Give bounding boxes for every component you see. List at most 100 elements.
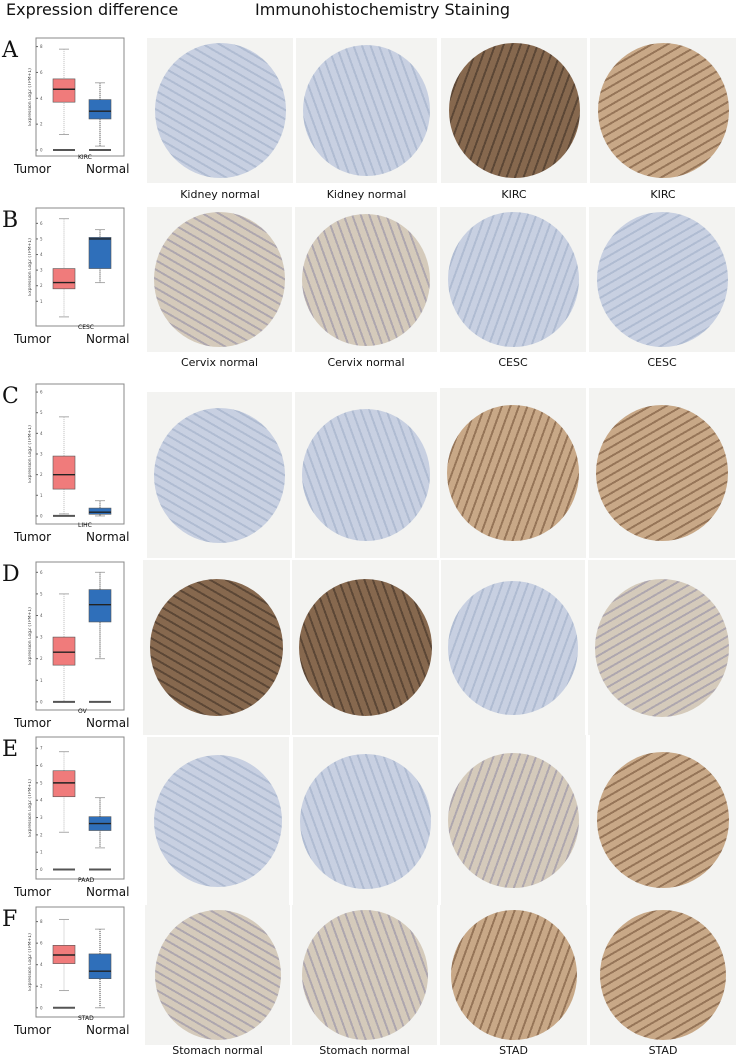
y-tick-label: 4 <box>40 613 43 618</box>
panel-letter: F <box>2 907 18 932</box>
box-iqr <box>88 953 112 979</box>
ihc-caption: CESC <box>647 356 677 369</box>
tissue-core <box>596 405 728 541</box>
normal-label: Normal <box>86 885 130 899</box>
panel-letter: B <box>2 208 19 233</box>
boxplot-svg: Expression Log2 (TPM+1) 0 2 4 6 8 <box>28 906 125 1018</box>
y-tick-label: 4 <box>40 252 43 257</box>
tissue-core <box>448 43 580 178</box>
ihc-image <box>440 207 586 352</box>
ihc-image <box>295 392 437 558</box>
y-tick-label: 4 <box>40 96 43 101</box>
box-normal <box>88 928 112 1009</box>
y-tick-label: 5 <box>40 591 43 596</box>
tissue-core <box>595 578 729 717</box>
ihc-image <box>441 735 586 905</box>
ihc-image <box>292 560 439 735</box>
y-tick-label: 2 <box>40 283 43 288</box>
tissue-core <box>447 212 579 347</box>
tumor-label: Tumor <box>14 1023 52 1037</box>
ihc-image <box>296 38 437 183</box>
y-tick-label: 4 <box>40 431 43 436</box>
box-iqr <box>52 770 76 798</box>
y-axis-label: Expression Log2 (TPM+1) <box>28 607 33 665</box>
ihc-image <box>590 38 736 183</box>
y-axis-label: Expression Log2 (TPM+1) <box>28 68 33 126</box>
tissue-core <box>600 910 726 1040</box>
box-normal <box>88 229 112 284</box>
y-tick-label: 0 <box>40 1005 43 1010</box>
ihc-image <box>590 905 736 1045</box>
box-tumor <box>52 918 76 1009</box>
boxplot-kirc: Expression Log2 (TPM+1) 0 2 4 6 8 Tumor KIRC Nor… <box>14 36 129 184</box>
ihc-image <box>145 905 290 1045</box>
cancer-type-label: CESC <box>78 324 94 331</box>
y-tick-label: 6 <box>40 763 43 768</box>
ihc-image <box>440 388 586 558</box>
box-iqr <box>52 78 76 103</box>
box-iqr <box>88 237 112 269</box>
plot-frame <box>35 561 125 711</box>
box-tumor <box>52 416 76 517</box>
ihc-caption: Stomach normal <box>319 1044 410 1057</box>
tissue-core <box>596 212 728 347</box>
cancer-type-label: KIRC <box>78 154 92 161</box>
y-tick-label: 5 <box>40 780 43 785</box>
y-tick-label: 1 <box>40 493 43 498</box>
y-tick-label: 6 <box>40 390 43 395</box>
tissue-core <box>299 579 432 716</box>
ihc-caption: Stomach normal <box>172 1044 263 1057</box>
box-normal <box>88 500 112 517</box>
y-tick-label: 3 <box>40 635 43 640</box>
normal-label: Normal <box>86 716 130 730</box>
boxplot-paad: Expression Log2 (TPM+1) 0 1 2 3 4 5 6 7 Tumor PAAD… <box>14 735 130 907</box>
plot-frame <box>35 736 125 880</box>
y-axis-label: Expression Log2 (TPM+1) <box>28 238 33 296</box>
boxplot-ov: Expression Log2 (TPM+1) 0 1 2 3 4 5 6 Tumor OV Nor… <box>14 560 130 738</box>
ihc-image <box>590 735 736 905</box>
box-iqr <box>88 99 112 120</box>
ihc-image <box>293 737 438 905</box>
boxplot-stad: Expression Log2 (TPM+1) 0 2 4 6 8 Tumor STAD Nor… <box>14 905 129 1045</box>
y-tick-label: 5 <box>40 410 43 415</box>
y-tick-label: 6 <box>40 221 43 226</box>
y-tick-label: 3 <box>40 452 43 457</box>
tissue-core <box>154 43 286 178</box>
y-tick-label: 3 <box>40 815 43 820</box>
tumor-label: Tumor <box>14 162 52 176</box>
tissue-core <box>597 752 729 888</box>
boxplot-svg: Expression Log2 (TPM+1) 0 1 2 3 4 5 6 7 <box>28 736 125 880</box>
boxplot-lihc: Expression Log2 (TPM+1) 0 1 2 3 4 5 6 Tumor LIHC N… <box>14 382 129 552</box>
ihc-image <box>143 560 290 735</box>
panel-letter: A <box>2 38 18 63</box>
ihc-caption: Kidney normal <box>180 188 260 201</box>
tissue-core <box>301 910 428 1040</box>
box-iqr <box>52 455 76 490</box>
tissue-core <box>597 43 729 178</box>
box-iqr <box>52 268 76 290</box>
normal-label: Normal <box>86 332 130 346</box>
tumor-label: Tumor <box>14 530 52 544</box>
y-tick-label: 4 <box>40 962 43 967</box>
y-tick-label: 2 <box>40 656 43 661</box>
panel-letter: E <box>2 737 19 762</box>
y-axis-label: Expression Log2 (TPM+1) <box>28 425 33 483</box>
boxplot-svg: Expression Log2 (TPM+1) 0 1 2 3 4 5 6 <box>28 383 125 525</box>
ihc-caption: KIRC <box>501 188 527 201</box>
box-tumor <box>52 593 76 703</box>
y-tick-label: 0 <box>40 867 43 872</box>
ihc-caption: KIRC <box>650 188 676 201</box>
ihc-caption: Cervix normal <box>327 356 405 369</box>
y-tick-label: 5 <box>40 236 43 241</box>
y-tick-label: 6 <box>40 941 43 946</box>
ihc-caption: Cervix normal <box>180 356 259 369</box>
ihc-image <box>147 737 289 905</box>
y-tick-label: 2 <box>40 122 43 127</box>
y-tick-label: 6 <box>40 70 43 75</box>
box-tumor <box>52 48 76 151</box>
y-tick-label: 0 <box>40 699 43 704</box>
tissue-core <box>150 579 283 716</box>
y-tick-label: 2 <box>40 472 43 477</box>
plot-frame <box>35 37 125 157</box>
box-iqr <box>88 589 112 623</box>
